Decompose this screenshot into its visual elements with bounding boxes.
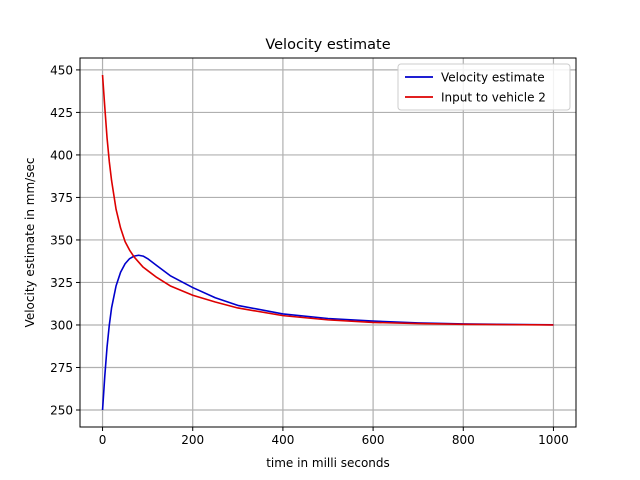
y-tick-label: 350 bbox=[50, 233, 73, 247]
plot-area-frame bbox=[79, 57, 577, 428]
x-axis-label: time in milli seconds bbox=[266, 456, 390, 470]
y-tick-label: 450 bbox=[50, 63, 73, 77]
y-tick-label: 375 bbox=[50, 191, 73, 205]
legend: Velocity estimate Input to vehicle 2 bbox=[397, 63, 571, 111]
x-tick-label: 0 bbox=[99, 433, 107, 447]
legend-box bbox=[397, 63, 571, 111]
y-axis-label: Velocity estimate in mm/sec bbox=[23, 158, 37, 328]
legend-label: Velocity estimate bbox=[441, 71, 545, 85]
y-tick-label: 400 bbox=[50, 148, 73, 162]
y-tick-label: 275 bbox=[50, 361, 73, 375]
chart-title: Velocity estimate bbox=[265, 37, 390, 53]
x-tick-label: 600 bbox=[362, 433, 385, 447]
plot-series bbox=[101, 74, 554, 411]
y-tick-label: 325 bbox=[50, 276, 73, 290]
x-tick-label: 1000 bbox=[538, 433, 569, 447]
legend-label: Input to vehicle 2 bbox=[441, 91, 546, 105]
axis-ticks: 0 200 400 600 800 1000 250 275 300 325 350 375 400 42… bbox=[50, 63, 569, 447]
x-tick-label: 800 bbox=[452, 433, 475, 447]
series-line-velocity-estimate bbox=[101, 254, 554, 411]
y-tick-label: 425 bbox=[50, 106, 73, 120]
y-tick-label: 250 bbox=[50, 403, 73, 417]
x-tick-label: 200 bbox=[181, 433, 204, 447]
series-line-input-to-vehicle-2 bbox=[101, 74, 554, 326]
grid-lines bbox=[80, 58, 576, 427]
x-tick-label: 400 bbox=[271, 433, 294, 447]
y-tick-label: 300 bbox=[50, 318, 73, 332]
